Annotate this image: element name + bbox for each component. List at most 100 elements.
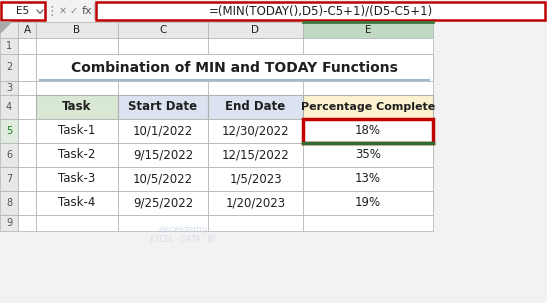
Bar (118, 95, 208, 119)
Bar (208, 215, 303, 231)
Bar (118, 95, 208, 119)
Bar (208, 191, 303, 215)
Text: 10/5/2022: 10/5/2022 (133, 172, 193, 185)
Text: 1/5/2023: 1/5/2023 (229, 172, 282, 185)
Bar (36, 22, 118, 38)
Bar (36, 143, 118, 167)
Text: E5: E5 (16, 6, 30, 16)
Bar (0, 167, 18, 191)
Text: Task-4: Task-4 (59, 197, 96, 209)
Bar (36, 54, 433, 81)
Bar (118, 167, 208, 191)
Text: 13%: 13% (355, 172, 381, 185)
Text: Start Date: Start Date (129, 101, 197, 114)
Bar (118, 119, 208, 143)
Bar (303, 81, 433, 95)
Bar (303, 143, 433, 167)
Bar (36, 54, 118, 81)
Bar (0, 143, 18, 167)
Bar (36, 167, 118, 191)
Bar (118, 143, 208, 167)
Bar (18, 38, 36, 54)
Bar (208, 81, 303, 95)
Bar (303, 95, 433, 119)
Polygon shape (0, 22, 11, 33)
Text: 9: 9 (6, 218, 12, 228)
Bar (303, 22, 433, 38)
Bar (208, 95, 303, 119)
Bar (18, 54, 36, 81)
Text: exceldemy: exceldemy (159, 225, 208, 234)
Bar (118, 81, 208, 95)
Bar (36, 38, 118, 54)
Text: Task-3: Task-3 (59, 172, 96, 185)
Bar (18, 119, 36, 143)
Bar (36, 95, 118, 119)
Text: ⋮: ⋮ (46, 5, 58, 18)
Bar (208, 167, 303, 191)
Bar (303, 38, 433, 54)
Text: Combination of MIN and TODAY Functions: Combination of MIN and TODAY Functions (71, 61, 398, 75)
Bar (18, 167, 36, 191)
Bar (0, 119, 18, 143)
Bar (303, 54, 433, 81)
Bar (208, 38, 303, 54)
Bar (18, 215, 36, 231)
Bar (0, 54, 18, 81)
Text: A: A (24, 25, 31, 35)
Text: 19%: 19% (355, 197, 381, 209)
Bar (36, 95, 118, 119)
Text: 6: 6 (6, 150, 12, 160)
Text: D: D (252, 25, 259, 35)
Text: =(MIN(TODAY(),D5)-C5+1)/(D5-C5+1): =(MIN(TODAY(),D5)-C5+1)/(D5-C5+1) (208, 5, 433, 18)
Text: 7: 7 (6, 174, 12, 184)
Bar (208, 143, 303, 167)
Bar (0, 191, 18, 215)
Bar (303, 191, 433, 215)
Text: 1: 1 (6, 41, 12, 51)
Text: Task-1: Task-1 (59, 125, 96, 138)
Bar (36, 81, 118, 95)
Bar (303, 95, 433, 119)
Text: 9/15/2022: 9/15/2022 (133, 148, 193, 161)
Bar (303, 167, 433, 191)
Bar (1, 2, 45, 20)
Text: 10/1/2022: 10/1/2022 (133, 125, 193, 138)
Bar (0, 0, 547, 22)
Text: 2: 2 (6, 62, 12, 72)
Text: 5: 5 (6, 126, 12, 136)
Text: 35%: 35% (355, 148, 381, 161)
Bar (36, 191, 118, 215)
Bar (0, 215, 18, 231)
Bar (36, 119, 118, 143)
Bar (118, 38, 208, 54)
Bar (208, 119, 303, 143)
Bar (18, 95, 36, 119)
Bar (118, 143, 208, 167)
Bar (0, 22, 18, 38)
Bar (303, 119, 433, 143)
Bar (118, 167, 208, 191)
Bar (0, 81, 18, 95)
Bar (303, 215, 433, 231)
Bar (0, 38, 18, 54)
Text: Task: Task (62, 101, 92, 114)
Bar (18, 81, 36, 95)
Text: Percentage Complete: Percentage Complete (301, 102, 435, 112)
Text: End Date: End Date (225, 101, 286, 114)
Text: ✕: ✕ (59, 6, 67, 16)
Bar (303, 119, 433, 143)
Text: 12/30/2022: 12/30/2022 (222, 125, 289, 138)
Text: E: E (365, 25, 371, 35)
Bar (208, 119, 303, 143)
Bar (118, 54, 208, 81)
Bar (118, 191, 208, 215)
Bar (0, 95, 18, 119)
Bar (36, 143, 118, 167)
Text: 8: 8 (6, 198, 12, 208)
Text: ✓: ✓ (70, 6, 78, 16)
Text: EXCEL · DATA · BI: EXCEL · DATA · BI (150, 235, 216, 244)
Bar (118, 22, 208, 38)
Bar (118, 119, 208, 143)
Bar (118, 215, 208, 231)
